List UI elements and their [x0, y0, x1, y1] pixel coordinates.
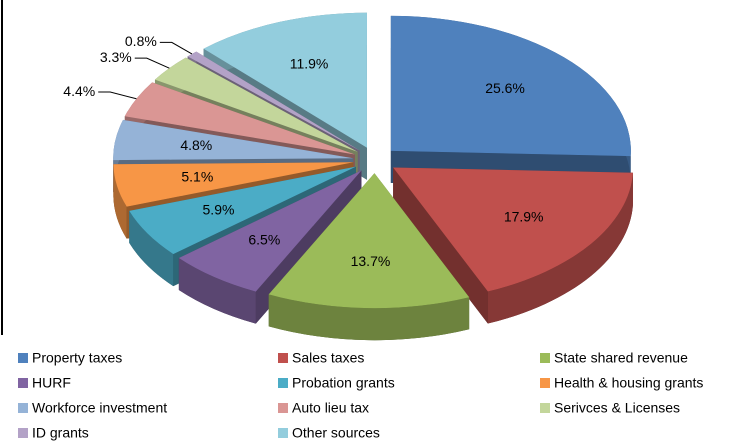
legend-label: ID grants — [32, 425, 89, 441]
legend-label: Auto lieu tax — [292, 400, 369, 416]
legend-swatch — [18, 353, 28, 363]
slice — [178, 170, 362, 324]
data-label: 4.8% — [180, 137, 212, 153]
slice-top — [129, 166, 356, 255]
legend-swatch — [18, 428, 28, 438]
legend-label: HURF — [32, 375, 71, 391]
legend-swatch — [18, 378, 28, 388]
legend-swatch — [540, 378, 550, 388]
slice-wall — [268, 294, 470, 341]
slice-wall — [487, 172, 633, 324]
legend-label: Health & housing grants — [554, 375, 703, 391]
data-label: 6.5% — [248, 231, 280, 247]
slice-side — [393, 167, 488, 324]
slice-top — [187, 51, 360, 151]
slice-top — [203, 12, 367, 148]
data-label: 3.3% — [100, 49, 132, 65]
data-label: 4.4% — [63, 83, 95, 99]
data-label: 13.7% — [351, 253, 391, 269]
data-label: 11.9% — [290, 55, 329, 71]
data-label: 5.9% — [203, 202, 235, 218]
legend-swatch — [278, 428, 288, 438]
legend-label: State shared revenue — [554, 350, 688, 366]
slice-top — [124, 82, 355, 155]
legend-label: Serivces & Licenses — [554, 400, 680, 416]
slice-top — [113, 162, 354, 207]
legend-label: Other sources — [292, 425, 380, 441]
slice-wall — [129, 210, 174, 287]
data-label: 25.6% — [485, 80, 525, 96]
slice — [393, 167, 633, 324]
leader-line — [134, 57, 170, 69]
legend-label: Workforce investment — [32, 400, 167, 416]
slice-top — [393, 167, 633, 292]
slice-top — [178, 170, 362, 292]
leader-line — [159, 41, 193, 55]
legend-swatch — [278, 378, 288, 388]
legend-swatch — [278, 403, 288, 413]
leader-line — [98, 91, 137, 100]
slice — [268, 173, 470, 341]
slice-wall — [113, 164, 127, 239]
legend-swatch — [278, 353, 288, 363]
slice-top — [390, 15, 631, 157]
data-label: 5.1% — [181, 168, 213, 184]
slice — [390, 15, 631, 189]
legend-label: Property taxes — [32, 350, 122, 366]
legend-swatch — [18, 403, 28, 413]
slice-wall — [178, 258, 256, 324]
slice-top — [113, 119, 354, 161]
slice-top — [268, 173, 470, 309]
data-label: 17.9% — [504, 209, 544, 225]
legend-label: Probation grants — [292, 375, 395, 391]
data-label: 0.8% — [125, 33, 157, 49]
legend-swatch — [540, 353, 550, 363]
legend-swatch — [540, 403, 550, 413]
slice-top — [154, 57, 358, 152]
legend-label: Sales taxes — [292, 350, 364, 366]
